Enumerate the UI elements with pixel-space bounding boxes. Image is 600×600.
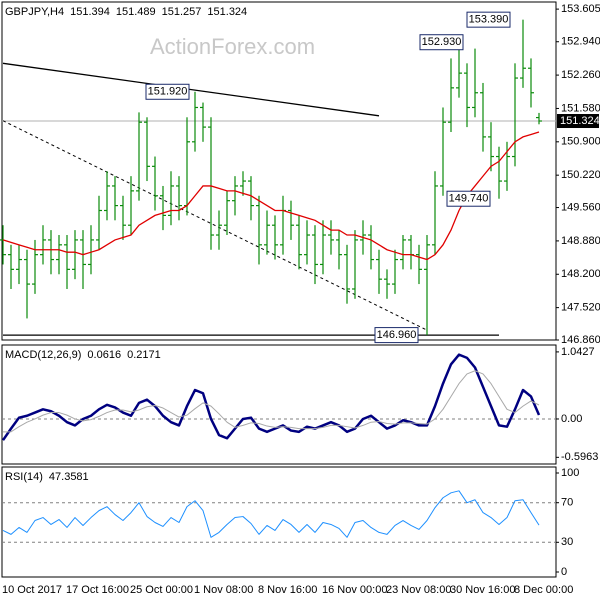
y-tick-label: 148.200 <box>561 268 600 280</box>
y-tick-label: 149.560 <box>561 201 600 213</box>
x-tick-label: 30 Nov 16:00 <box>450 584 515 596</box>
trendline <box>2 120 428 331</box>
y-tick-label: 30 <box>561 536 573 548</box>
y-tick-label: 1.0427 <box>561 346 595 358</box>
panel-header: MACD(12,26,9) 0.0616 0.2171 <box>5 349 161 361</box>
moving-average <box>2 131 540 261</box>
panel-frame <box>1 344 557 465</box>
annotation-box <box>466 11 511 28</box>
panel-title: GBPJPY,H4 <box>5 6 64 18</box>
annotation-box <box>374 327 419 344</box>
series-line <box>2 490 540 538</box>
panel-header: GBPJPY,H4 151.394 151.489 151.257 151.324 <box>5 6 247 18</box>
x-tick-label: 10 Oct 2017 <box>2 584 62 596</box>
y-tick-label: 146.860 <box>561 334 600 346</box>
header-value: 151.489 <box>116 6 156 18</box>
annotation-label: 151.920 <box>148 86 188 98</box>
x-tick-label: 8 Dec 00:00 <box>514 584 573 596</box>
annotation-label: 146.960 <box>377 329 417 341</box>
annotation-box <box>419 34 464 51</box>
y-tick-label: 100 <box>561 467 579 479</box>
annotation-label: 149.740 <box>449 193 489 205</box>
y-tick-label: 151.580 <box>561 102 600 114</box>
annotation-label: 152.930 <box>422 36 462 48</box>
header-value: 151.324 <box>207 6 247 18</box>
y-tick-label: 150.900 <box>561 136 600 148</box>
trendline <box>2 62 380 117</box>
panel-frame <box>1 466 557 578</box>
y-tick-label: 147.520 <box>561 302 600 314</box>
y-tick-label: 148.880 <box>561 235 600 247</box>
annotation-box <box>145 83 190 100</box>
header-value: 0.0616 <box>87 349 121 361</box>
header-value: 0.2171 <box>127 349 161 361</box>
x-tick-label: 23 Nov 08:00 <box>386 584 451 596</box>
y-tick-label: -0.5963 <box>561 451 598 463</box>
x-tick-label: 16 Nov 00:00 <box>322 584 387 596</box>
x-tick-label: 1 Nov 08:00 <box>194 584 253 596</box>
annotation-label: 153.390 <box>469 14 509 26</box>
x-tick-label: 8 Nov 16:00 <box>258 584 317 596</box>
y-tick-label: 152.940 <box>561 36 600 48</box>
annotation-box <box>446 190 491 207</box>
y-tick-label: 150.220 <box>561 169 600 181</box>
y-tick-label: 0.00 <box>561 413 582 425</box>
y-tick-label: 70 <box>561 497 573 509</box>
x-tick-label: 25 Oct 00:00 <box>130 584 193 596</box>
panel-title: RSI(14) <box>5 471 43 483</box>
header-value: 151.257 <box>162 6 202 18</box>
x-tick-label: 17 Oct 16:00 <box>66 584 129 596</box>
panel-title: MACD(12,26,9) <box>5 349 81 361</box>
y-tick-label: 153.605 <box>561 3 600 15</box>
current-price-box <box>557 114 599 129</box>
y-tick-label: 152.260 <box>561 69 600 81</box>
panel-frame <box>1 1 557 341</box>
series-line <box>3 370 540 433</box>
header-value: 151.394 <box>70 6 110 18</box>
current-price-label: 151.324 <box>560 115 600 127</box>
watermark: ActionForex.com <box>150 34 315 59</box>
series-line <box>1 353 541 441</box>
panel-header: RSI(14) 47.3581 <box>5 471 89 483</box>
y-tick-label: 0 <box>561 566 567 578</box>
header-value: 47.3581 <box>49 471 89 483</box>
